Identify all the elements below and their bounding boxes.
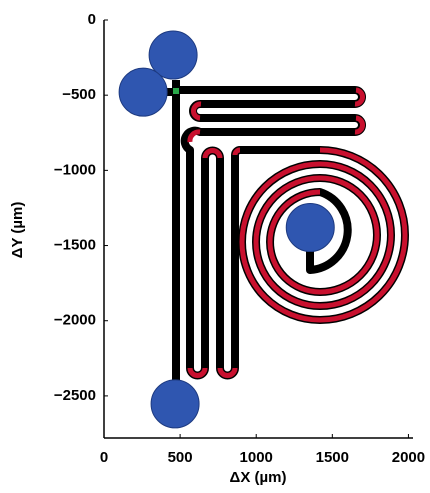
x-axis-label: ΔX (µm) — [230, 469, 287, 486]
x-tick-label: 1500 — [316, 449, 349, 466]
port — [286, 203, 334, 251]
port — [151, 380, 199, 428]
channel-layout — [160, 80, 405, 382]
port — [119, 68, 167, 116]
y-axis-label: ΔY (µm) — [9, 202, 26, 259]
x-tick-label: 500 — [168, 449, 193, 466]
y-tick-label: 0 — [88, 11, 96, 28]
x-tick-label: 1000 — [240, 449, 273, 466]
chart: ΔX (µm) ΔY (µm) 0 500 1000 1500 2000 0 −500 −10… — [0, 0, 430, 488]
y-tick-label: −2000 — [54, 312, 96, 329]
x-tick-label: 0 — [100, 449, 108, 466]
y-tick-label: −1000 — [54, 161, 96, 178]
y-tick-label: −500 — [62, 86, 96, 103]
y-tick-label: −1500 — [54, 237, 96, 254]
junction — [173, 88, 179, 94]
x-tick-label: 2000 — [392, 449, 425, 466]
y-tick-label: −2500 — [54, 387, 96, 404]
